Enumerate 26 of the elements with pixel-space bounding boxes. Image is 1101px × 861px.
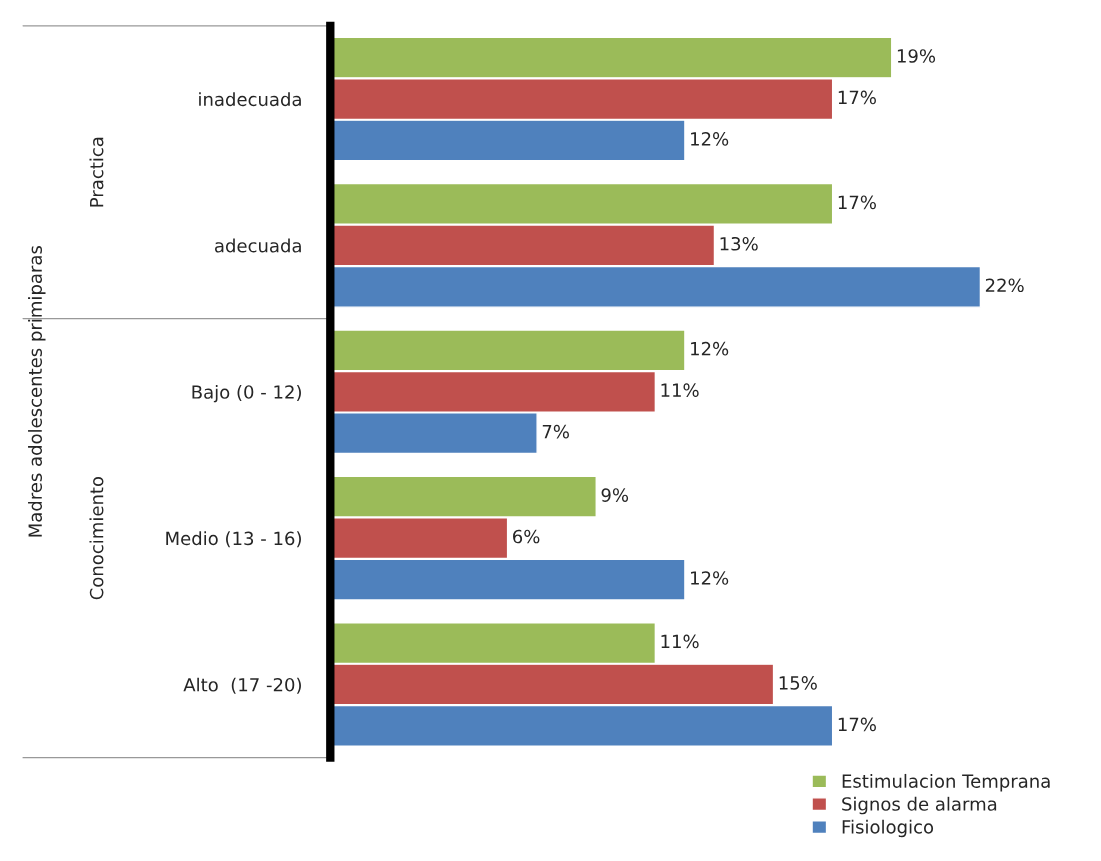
y-tick-label: Alto (17 -20)	[183, 677, 301, 694]
y-tick-label: Medio (13 - 16)	[166, 531, 301, 548]
data-label: 22%	[985, 278, 1024, 293]
text: Conocimiento	[89, 476, 104, 600]
data-label: 12%	[691, 341, 729, 356]
legend-label: Fisiologico	[842, 819, 934, 838]
data-label: 17%	[838, 90, 876, 105]
data-label: 19%	[897, 49, 936, 63]
data-label: 12%	[691, 132, 729, 146]
data-label: 7%	[542, 424, 569, 439]
data-label: 13%	[720, 236, 758, 251]
y-tick-label: adecuada	[215, 238, 301, 253]
data-label: 11%	[661, 383, 699, 397]
text: Practica	[89, 137, 104, 207]
data-label: 17%	[838, 717, 876, 732]
data-label: 6%	[513, 529, 540, 544]
data-label: 12%	[691, 571, 729, 585]
data-label: 11%	[661, 634, 699, 649]
legend-label: Estimulacion Temprana	[842, 773, 1050, 792]
legend-label: Signos de alarma	[842, 796, 997, 815]
text: Madres adolescentes primiparas	[28, 246, 46, 537]
data-label: 9%	[601, 488, 629, 502]
y-tick-label: inadecuada	[199, 92, 301, 107]
data-label: 17%	[838, 195, 876, 210]
data-label: 15%	[779, 676, 817, 690]
y-tick-label: Bajo (0 - 12)	[192, 384, 301, 403]
